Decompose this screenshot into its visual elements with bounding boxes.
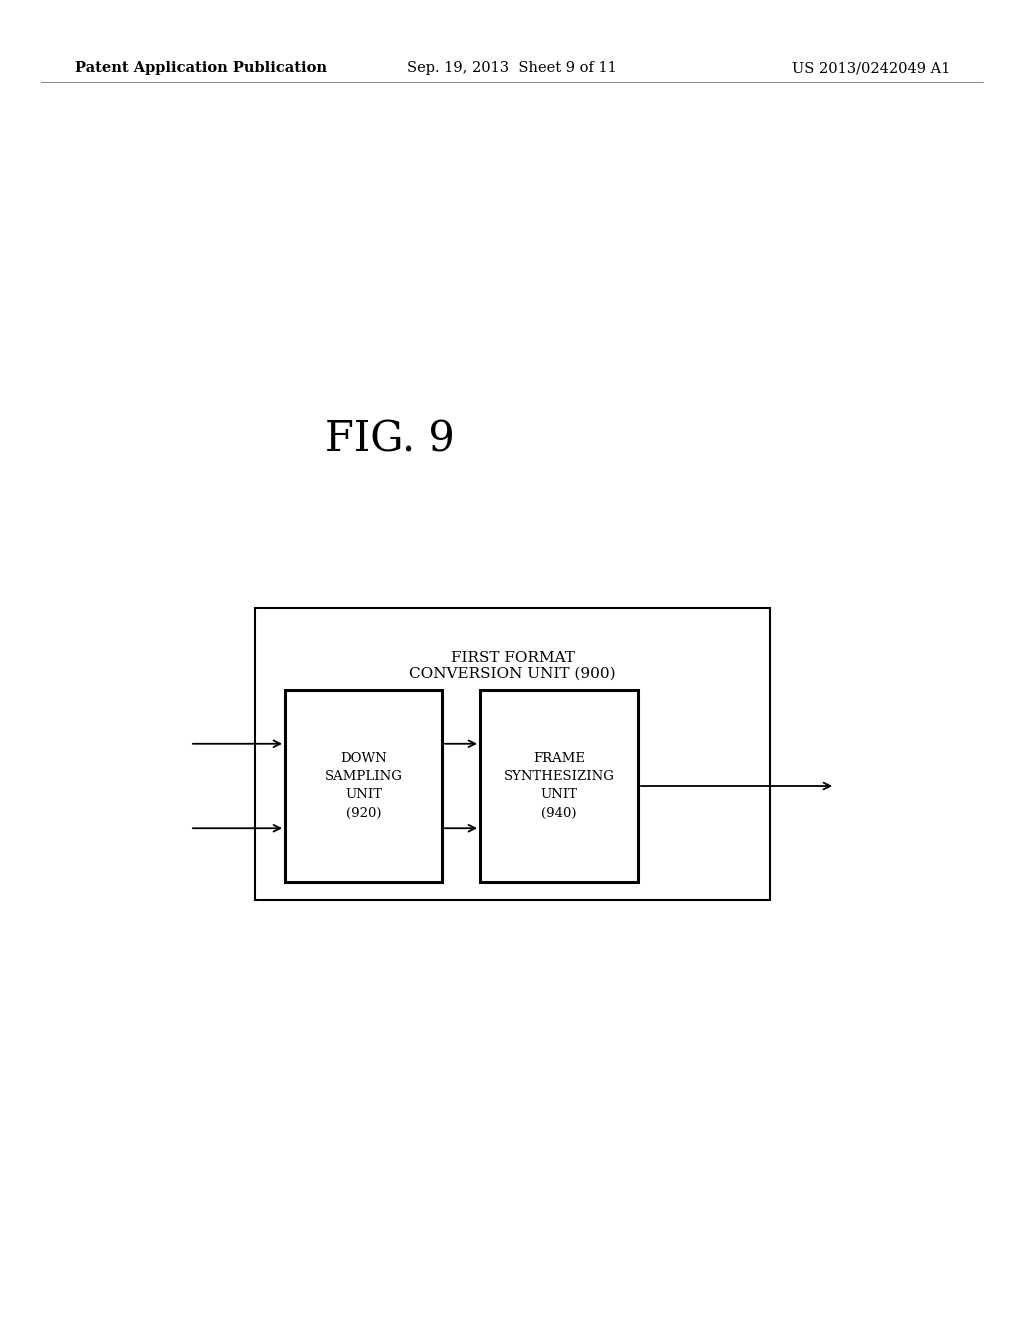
Text: FIRST FORMAT
CONVERSION UNIT (900): FIRST FORMAT CONVERSION UNIT (900) bbox=[410, 651, 615, 681]
Text: US 2013/0242049 A1: US 2013/0242049 A1 bbox=[792, 61, 950, 75]
Bar bbox=[480, 690, 638, 882]
Text: Sep. 19, 2013  Sheet 9 of 11: Sep. 19, 2013 Sheet 9 of 11 bbox=[408, 61, 616, 75]
Text: FIG. 9: FIG. 9 bbox=[326, 418, 455, 461]
Text: DOWN
SAMPLING
UNIT
(920): DOWN SAMPLING UNIT (920) bbox=[325, 752, 402, 820]
Bar bbox=[255, 609, 770, 900]
Bar bbox=[285, 690, 442, 882]
Text: FRAME
SYNTHESIZING
UNIT
(940): FRAME SYNTHESIZING UNIT (940) bbox=[504, 752, 614, 820]
Text: Patent Application Publication: Patent Application Publication bbox=[75, 61, 327, 75]
